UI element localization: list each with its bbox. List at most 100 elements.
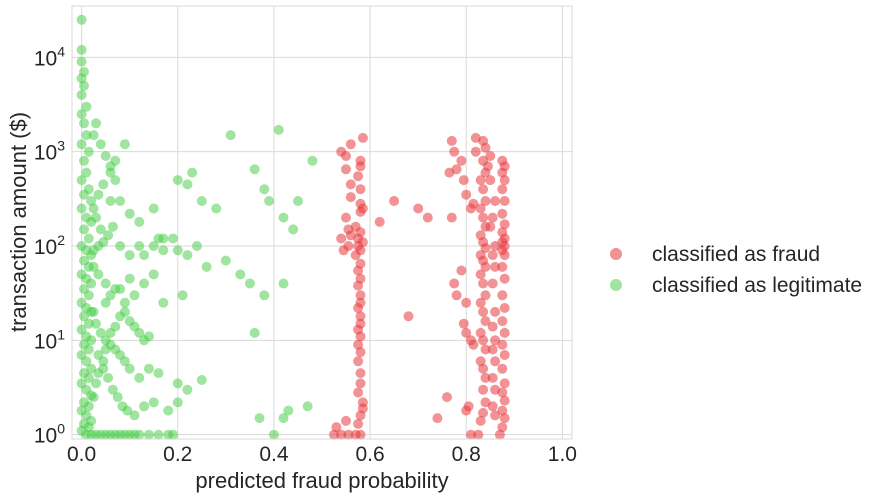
data-point — [119, 356, 130, 367]
data-point — [124, 363, 135, 374]
data-point — [278, 212, 289, 223]
data-point — [103, 372, 114, 383]
data-point — [79, 80, 89, 91]
data-point — [83, 344, 94, 355]
data-point — [235, 269, 246, 280]
data-point — [355, 297, 366, 308]
data-point — [475, 175, 486, 186]
data-point — [355, 290, 366, 301]
data-point — [336, 233, 347, 244]
data-point — [76, 56, 87, 67]
data-point — [148, 269, 159, 280]
data-point — [451, 290, 462, 301]
data-point — [79, 311, 89, 322]
data-point — [353, 339, 364, 350]
data-point — [98, 356, 109, 367]
data-point — [115, 241, 126, 251]
data-point — [88, 130, 99, 141]
data-point — [81, 101, 92, 112]
data-point — [76, 109, 87, 120]
data-point — [329, 429, 339, 440]
data-point — [478, 212, 489, 223]
data-point — [422, 212, 433, 223]
data-point — [139, 250, 150, 261]
data-point — [458, 175, 469, 186]
data-point — [432, 413, 443, 424]
y-axis-ticks: 100 101 102 103 104 — [34, 43, 65, 447]
data-point — [451, 164, 462, 175]
data-point — [129, 290, 140, 301]
data-point — [403, 311, 414, 322]
data-point — [485, 175, 496, 186]
data-point — [478, 384, 489, 395]
data-point — [355, 378, 366, 389]
data-point — [499, 303, 510, 313]
data-point — [124, 250, 135, 261]
data-point — [475, 297, 486, 308]
data-point — [110, 155, 121, 166]
data-point — [91, 212, 101, 223]
data-point — [88, 261, 99, 272]
data-point — [341, 415, 351, 426]
data-point — [81, 356, 92, 367]
data-point — [177, 290, 188, 301]
data-point — [172, 378, 183, 389]
data-point — [499, 327, 510, 338]
data-point — [355, 429, 366, 440]
x-tick-label: 0.2 — [163, 443, 192, 466]
data-point — [81, 167, 92, 178]
data-point — [446, 212, 457, 223]
data-point — [182, 250, 193, 261]
data-point — [249, 327, 260, 338]
data-point — [446, 135, 457, 146]
data-point — [112, 392, 123, 403]
grid — [72, 6, 572, 439]
data-point — [473, 429, 484, 440]
data-point — [259, 184, 270, 195]
data-point — [302, 401, 313, 412]
data-point — [475, 356, 486, 367]
x-axis-label: predicted fraud probability — [195, 468, 448, 493]
data-point — [107, 221, 118, 232]
y-axis-label: transaction amount ($) — [6, 112, 31, 332]
data-point — [201, 261, 212, 272]
data-point — [110, 284, 121, 294]
legend-label-fraud: classified as fraud — [652, 243, 820, 266]
data-point — [107, 384, 118, 395]
data-point — [134, 216, 145, 227]
data-point — [110, 175, 121, 186]
data-point — [122, 405, 133, 416]
data-point — [497, 227, 508, 238]
data-point — [478, 278, 489, 289]
data-point — [211, 203, 222, 214]
data-point — [83, 290, 94, 301]
data-point — [196, 375, 207, 385]
data-point — [95, 139, 106, 150]
data-point — [76, 139, 87, 150]
data-point — [468, 198, 479, 209]
y-tick-label: 101 — [34, 326, 65, 353]
data-point — [158, 245, 169, 256]
data-point — [341, 212, 351, 223]
series-0 — [329, 132, 510, 440]
data-point — [343, 429, 354, 440]
data-point — [345, 139, 356, 150]
data-point — [134, 241, 145, 251]
x-tick-label: 0.8 — [452, 443, 481, 466]
data-point — [119, 306, 130, 317]
data-point — [129, 410, 140, 421]
x-tick-label: 0.0 — [67, 443, 96, 466]
data-point — [143, 429, 154, 440]
data-point — [110, 321, 121, 332]
data-point — [353, 387, 364, 398]
data-point — [461, 189, 472, 200]
series-1 — [76, 14, 318, 440]
data-point — [100, 297, 111, 308]
data-point — [456, 155, 467, 166]
data-point — [148, 397, 159, 408]
data-point — [88, 203, 99, 214]
data-point — [468, 339, 479, 350]
data-point — [143, 363, 154, 374]
data-point — [470, 146, 481, 157]
